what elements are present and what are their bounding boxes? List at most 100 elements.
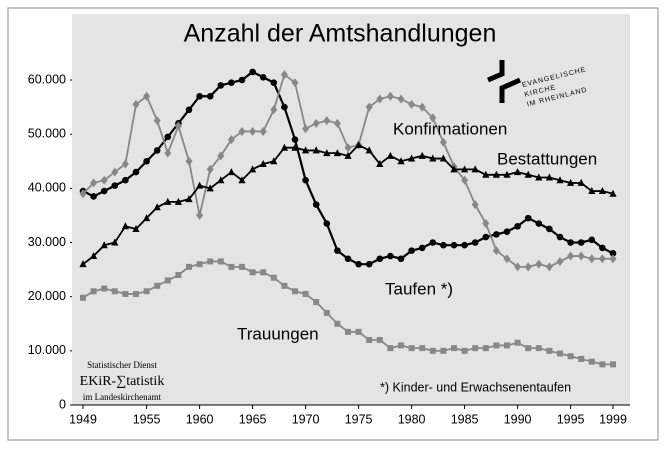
- point: [408, 154, 416, 162]
- point: [249, 269, 256, 276]
- x-tick-label: 1955: [133, 412, 161, 426]
- point: [482, 345, 489, 352]
- point: [545, 262, 553, 272]
- point: [514, 262, 522, 272]
- point: [503, 254, 511, 264]
- point: [609, 189, 617, 197]
- point: [598, 187, 606, 195]
- point: [280, 143, 288, 151]
- series-label: Trauungen: [237, 324, 319, 343]
- point: [578, 355, 585, 362]
- point: [333, 118, 341, 128]
- point: [164, 277, 171, 284]
- point: [440, 347, 447, 354]
- point: [397, 255, 405, 263]
- point: [153, 147, 161, 154]
- point: [418, 151, 426, 159]
- point: [101, 285, 108, 292]
- point: [217, 258, 224, 265]
- series-label: Taufen *): [385, 279, 453, 298]
- point: [291, 78, 299, 88]
- point: [90, 252, 98, 260]
- point: [111, 238, 119, 246]
- point: [270, 274, 277, 281]
- point: [174, 121, 182, 131]
- point: [440, 241, 447, 249]
- point: [344, 255, 352, 263]
- point: [471, 165, 479, 173]
- point: [196, 92, 203, 100]
- point: [577, 239, 585, 246]
- point: [472, 345, 479, 352]
- point: [610, 361, 616, 368]
- point: [482, 219, 490, 229]
- point: [535, 345, 542, 352]
- point: [557, 350, 563, 357]
- point: [143, 157, 150, 165]
- point: [121, 222, 129, 230]
- point: [228, 79, 235, 87]
- point: [439, 137, 447, 147]
- point: [143, 91, 151, 101]
- point: [387, 345, 394, 352]
- point: [260, 269, 267, 276]
- point: [387, 252, 394, 260]
- point: [524, 214, 532, 222]
- point: [111, 182, 119, 189]
- point: [345, 328, 351, 335]
- point: [132, 224, 140, 232]
- point: [461, 175, 469, 185]
- point: [174, 197, 182, 205]
- logo-mark: [487, 60, 522, 103]
- point: [567, 178, 575, 186]
- point: [207, 258, 214, 265]
- point: [493, 342, 500, 349]
- plot-background: [72, 14, 630, 405]
- y-tick-label: 10.000: [28, 343, 66, 357]
- point: [249, 68, 256, 76]
- point: [122, 290, 129, 297]
- point: [556, 176, 564, 184]
- point: [365, 102, 373, 112]
- point: [376, 255, 384, 263]
- point: [143, 288, 150, 295]
- x-tick-label: 1980: [398, 412, 426, 426]
- point: [270, 105, 278, 115]
- point: [291, 143, 299, 151]
- y-tick-label: 40.000: [28, 181, 66, 195]
- point: [514, 339, 521, 346]
- point: [535, 259, 543, 269]
- point: [376, 159, 384, 167]
- point: [281, 282, 288, 289]
- point: [408, 247, 415, 254]
- point: [397, 157, 405, 165]
- point: [567, 353, 574, 360]
- point: [524, 170, 532, 178]
- point: [100, 187, 108, 195]
- point: [227, 135, 235, 145]
- point: [386, 151, 394, 159]
- point: [545, 173, 553, 181]
- point: [408, 345, 415, 352]
- point: [312, 201, 320, 208]
- point: [609, 250, 617, 257]
- point: [429, 347, 436, 354]
- point: [291, 136, 299, 143]
- point: [397, 94, 405, 104]
- point: [609, 254, 617, 264]
- point: [567, 239, 574, 246]
- point: [217, 82, 225, 89]
- x-tick-label: 1975: [345, 412, 373, 426]
- point: [598, 254, 606, 264]
- y-tick-label: 20.000: [28, 289, 66, 303]
- point: [133, 290, 139, 297]
- point: [270, 157, 278, 165]
- point: [344, 143, 352, 153]
- point: [121, 159, 129, 169]
- point: [111, 167, 119, 177]
- point: [90, 193, 97, 200]
- point: [280, 70, 288, 80]
- point: [312, 118, 320, 128]
- point: [334, 247, 341, 254]
- point: [493, 231, 500, 238]
